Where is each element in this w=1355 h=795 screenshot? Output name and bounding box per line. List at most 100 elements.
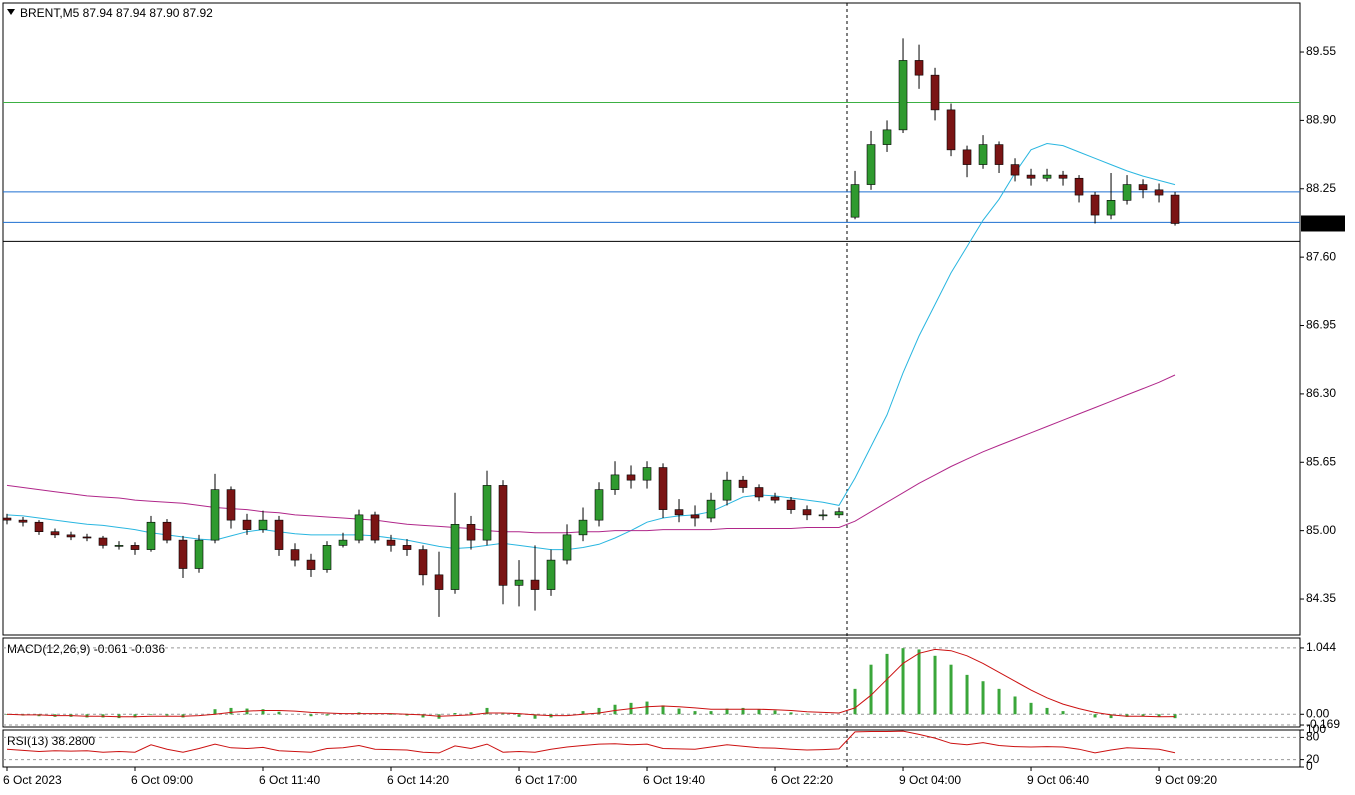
candle-body [1122,184,1132,201]
candle-body [162,521,172,541]
candle-body [258,519,268,530]
price-label-box [1301,215,1345,232]
chart-title: BRENT,M5 87.94 87.94 87.90 87.92 [20,6,213,20]
x-tick-label: 6 Oct 2023 [3,773,62,787]
macd-title: MACD(12,26,9) -0.061 -0.036 [7,642,165,656]
x-tick-label: 6 Oct 22:20 [771,773,833,787]
candle-body [434,574,444,590]
candle-body [1058,174,1068,179]
candle-body [338,539,348,546]
candle-body [306,559,316,570]
candle-body [450,524,460,590]
macd-bar [405,714,409,716]
candle-body [946,109,956,151]
candle-body [594,489,604,521]
candle-body [866,144,876,185]
macd-bar [1157,714,1161,717]
candle-body [18,519,28,523]
y-tick-label: 100 [1306,722,1326,736]
candle-body [146,521,156,550]
macd-bar [805,713,809,715]
y-tick-label: 88.90 [1306,113,1336,127]
candle-body [914,60,924,76]
x-tick-label: 9 Oct 09:20 [1155,773,1217,787]
macd-bar [1061,711,1065,715]
y-tick-label: 1.044 [1306,640,1336,654]
macd-bar [1093,714,1097,718]
x-tick-label: 9 Oct 06:40 [1027,773,1089,787]
candle-body [418,549,428,576]
candle-body [1026,174,1036,179]
candle-body [210,489,220,541]
candle-body [178,539,188,569]
y-tick-label: -0.169 [1306,717,1340,731]
candle-body [962,149,972,165]
candle-body [786,499,796,510]
candle-body [482,485,492,541]
x-tick-label: 6 Oct 09:00 [131,773,193,787]
macd-bar [1045,707,1049,715]
candle-body [722,479,732,501]
candle-body [194,539,204,569]
macd-bar [1013,696,1017,715]
candle-body [626,474,636,481]
x-tick-label: 9 Oct 04:00 [899,773,961,787]
candle-body [562,534,572,561]
rsi-title: RSI(13) 38.2800 [7,734,95,748]
macd-bar [597,707,601,715]
macd-bar [1109,714,1113,719]
candle-body [994,144,1004,165]
candle-body [850,184,860,218]
macd-bar [1029,702,1033,715]
macd-bar [533,714,537,719]
y-tick-label: 80 [1306,730,1320,744]
macd-bar [757,709,761,715]
candle-body [498,485,508,586]
macd-bar [453,713,457,715]
macd-bar [1141,714,1145,717]
candle-body [130,545,140,550]
candle-body [402,545,412,550]
y-tick-label: 89.55 [1306,44,1336,58]
candle-body [1170,194,1180,224]
macd-bar [949,664,953,715]
candle-body [34,521,44,533]
macd-bar [277,711,281,715]
candle-body [66,534,76,538]
candle-body [226,489,236,521]
rsi-line [6,730,1176,754]
macd-signal [6,648,1176,718]
candle-body [466,524,476,541]
macd-bar [613,704,617,715]
x-tick-label: 6 Oct 14:20 [387,773,449,787]
macd-bar [677,708,681,715]
macd-bar [213,709,217,715]
macd-bar [485,707,489,715]
macd-bar [309,714,313,717]
candle-body [354,514,364,541]
candle-body [818,514,828,517]
macd-bar [965,674,969,715]
macd-bar [517,714,521,717]
y-tick-label: 87.60 [1306,249,1336,263]
macd-bar [469,712,473,715]
current-price-label: 87.92 [1305,216,1335,230]
candle-body [706,499,716,519]
macd-bar [581,711,585,715]
candle-body [738,479,748,488]
macd-bar [1125,714,1129,717]
macd-bar [725,708,729,715]
menu-icon[interactable] [7,9,15,15]
candle-body [1042,174,1052,179]
macd-panel [2,637,1301,728]
candle-body [98,537,108,546]
candle-body [1090,194,1100,216]
candle-body [514,579,524,586]
y-tick-label: 85.00 [1306,523,1336,537]
candle-body [898,60,908,131]
candle-body [1154,189,1164,196]
macd-bar [789,712,793,715]
macd-bar [917,649,921,715]
candle-body [242,519,252,530]
